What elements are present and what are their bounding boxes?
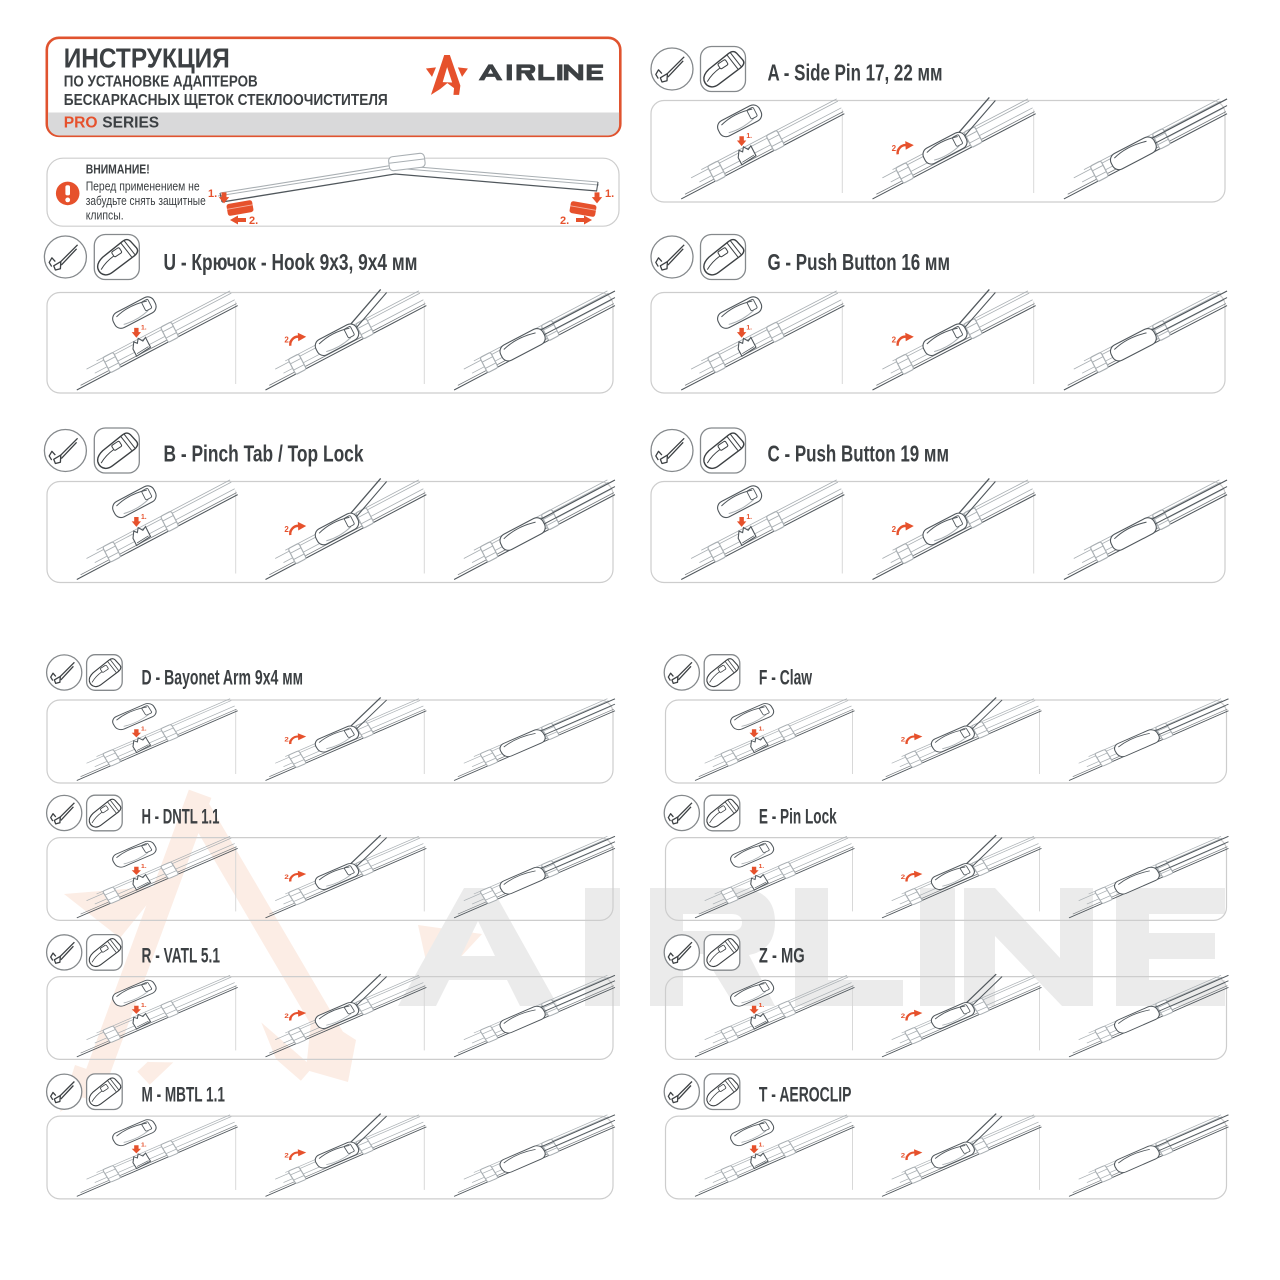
svg-text:PRO: PRO (64, 114, 98, 131)
svg-text:ПО УСТАНОВКЕ АДАПТЕРОВ: ПО УСТАНОВКЕ АДАПТЕРОВ (64, 73, 258, 90)
svg-text:ИНСТРУКЦИЯ: ИНСТРУКЦИЯ (64, 43, 230, 74)
svg-text:2.: 2. (249, 215, 258, 227)
svg-text:2.: 2. (892, 525, 899, 534)
svg-text:2.: 2. (892, 336, 899, 345)
svg-text:2.: 2. (892, 144, 899, 153)
svg-text:1.: 1. (141, 1142, 147, 1148)
svg-text:SERIES: SERIES (102, 114, 159, 131)
svg-text:забудьте снять защитные: забудьте снять защитные (86, 194, 206, 208)
svg-text:Z - MG: Z - MG (759, 945, 805, 968)
svg-text:1.: 1. (141, 514, 147, 521)
svg-text:1.: 1. (141, 1003, 147, 1009)
svg-text:2.: 2. (284, 1012, 291, 1020)
svg-text:1.: 1. (746, 514, 752, 521)
svg-text:E - Pin Lock: E - Pin Lock (759, 806, 837, 829)
svg-text:R - VATL 5.1: R - VATL 5.1 (142, 945, 221, 968)
svg-text:1.: 1. (746, 325, 752, 332)
svg-text:1.: 1. (208, 188, 217, 200)
svg-text:2.: 2. (284, 1151, 291, 1159)
svg-text:M - MBTL 1.1: M - MBTL 1.1 (142, 1084, 226, 1107)
svg-text:1.: 1. (759, 1003, 765, 1009)
svg-text:C - Push Button 19 мм: C - Push Button 19 мм (768, 441, 950, 467)
svg-text:A - Side Pin 17, 22 мм: A - Side Pin 17, 22 мм (768, 59, 943, 85)
svg-text:H - DNTL 1.1: H - DNTL 1.1 (142, 806, 220, 829)
svg-text:1.: 1. (141, 864, 147, 870)
svg-text:2.: 2. (901, 735, 908, 743)
svg-text:2.: 2. (901, 1151, 908, 1159)
svg-text:2.: 2. (284, 336, 291, 345)
svg-text:БЕСКАРКАСНЫХ ЩЕТОК СТЕКЛООЧИСТ: БЕСКАРКАСНЫХ ЩЕТОК СТЕКЛООЧИСТИТЕЛЯ (64, 92, 388, 109)
svg-text:1.: 1. (759, 726, 765, 732)
svg-text:Перед применением не: Перед применением не (86, 179, 200, 193)
svg-text:2.: 2. (901, 873, 908, 881)
svg-text:2.: 2. (284, 735, 291, 743)
svg-text:1.: 1. (746, 133, 752, 140)
svg-text:1.: 1. (759, 864, 765, 870)
svg-text:T - AEROCLIP: T - AEROCLIP (759, 1084, 852, 1107)
svg-text:1.: 1. (141, 325, 147, 332)
svg-text:1.: 1. (605, 188, 614, 200)
svg-text:ВНИМАНИЕ!: ВНИМАНИЕ! (86, 163, 150, 177)
svg-text:G - Push Button 16 мм: G - Push Button 16 мм (768, 249, 951, 275)
svg-text:1.: 1. (141, 726, 147, 732)
svg-text:U - Крючок - Hook 9x3, 9x4 мм: U - Крючок - Hook 9x3, 9x4 мм (164, 249, 418, 275)
svg-text:клипсы.: клипсы. (86, 208, 124, 222)
svg-text:2.: 2. (560, 215, 569, 227)
svg-text:2.: 2. (284, 873, 291, 881)
svg-text:2.: 2. (284, 525, 291, 534)
svg-text:1.: 1. (759, 1142, 765, 1148)
svg-text:2.: 2. (901, 1012, 908, 1020)
svg-text:F - Claw: F - Claw (759, 667, 813, 690)
svg-text:B - Pinch Tab / Top Lock: B - Pinch Tab / Top Lock (164, 441, 364, 467)
svg-text:D - Bayonet Arm 9x4 мм: D - Bayonet Arm 9x4 мм (142, 667, 304, 690)
